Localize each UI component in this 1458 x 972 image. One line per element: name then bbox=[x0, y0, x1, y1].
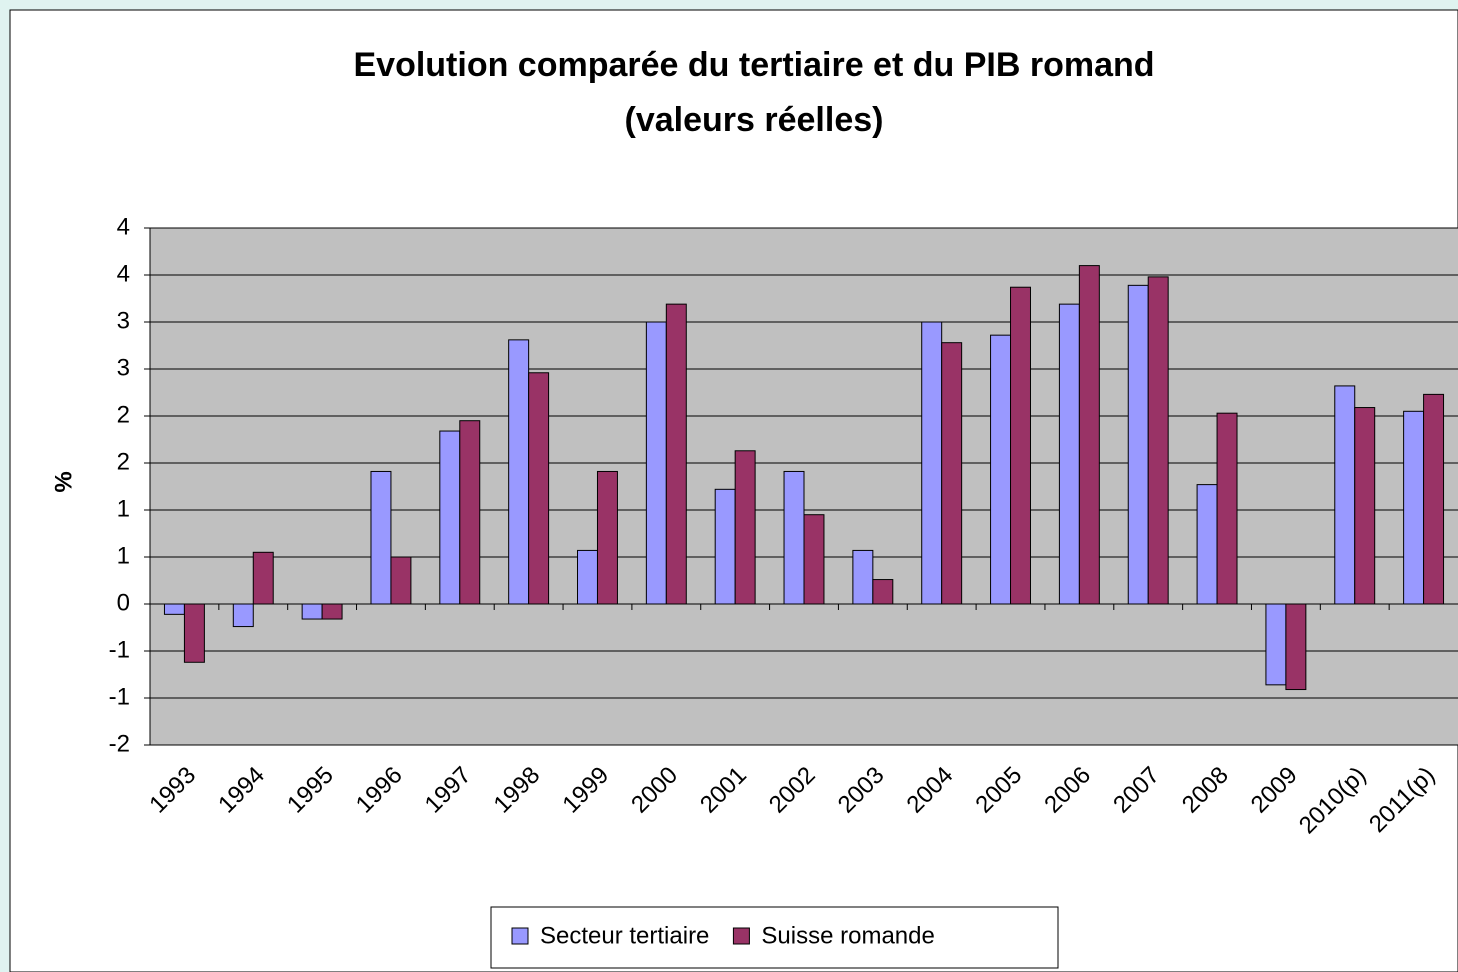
bar bbox=[1423, 393, 1445, 605]
bar bbox=[1354, 407, 1376, 605]
bar bbox=[1078, 265, 1100, 605]
bar bbox=[1216, 412, 1238, 605]
bar bbox=[577, 549, 598, 605]
y-tick-label: -1 bbox=[109, 636, 130, 663]
y-tick-label: 4 bbox=[117, 260, 130, 287]
y-tick-label: 3 bbox=[117, 354, 130, 381]
legend-label: Suisse romande bbox=[761, 922, 934, 949]
bar bbox=[390, 556, 412, 605]
bar bbox=[1285, 603, 1307, 691]
bar bbox=[714, 488, 736, 605]
bar bbox=[872, 579, 894, 605]
bar bbox=[1127, 284, 1149, 605]
chart-title: Evolution comparée du tertiaire et du PI… bbox=[353, 46, 1154, 84]
bar bbox=[921, 321, 943, 605]
bar bbox=[1265, 603, 1287, 686]
bar bbox=[1058, 303, 1080, 605]
bar bbox=[852, 549, 874, 605]
bar bbox=[1196, 484, 1218, 605]
legend-label: Secteur tertiaire bbox=[540, 922, 709, 949]
y-tick-label: 4 bbox=[117, 213, 130, 240]
bar bbox=[645, 321, 667, 605]
legend-box bbox=[490, 906, 1059, 969]
legend-swatch bbox=[511, 927, 529, 945]
y-tick-label: 2 bbox=[117, 448, 130, 475]
bar bbox=[1010, 286, 1031, 605]
bar bbox=[1334, 385, 1356, 605]
bar bbox=[1147, 276, 1169, 605]
bar bbox=[183, 603, 205, 663]
chart-subtitle: (valeurs réelles) bbox=[625, 101, 884, 139]
bar bbox=[941, 342, 963, 605]
bar bbox=[803, 514, 825, 605]
bar bbox=[528, 372, 550, 605]
bar bbox=[1403, 410, 1425, 605]
bar bbox=[232, 603, 254, 628]
bar bbox=[990, 334, 1012, 605]
bar bbox=[370, 470, 392, 605]
bar bbox=[734, 450, 756, 605]
bar bbox=[439, 430, 461, 605]
y-tick-label: -1 bbox=[109, 683, 130, 710]
y-tick-label: 1 bbox=[117, 542, 130, 569]
bar bbox=[301, 603, 323, 620]
bar bbox=[321, 603, 343, 620]
y-tick-label: 3 bbox=[117, 307, 130, 334]
y-tick-label: 0 bbox=[117, 589, 130, 616]
bar bbox=[459, 420, 481, 605]
y-tick-label: -2 bbox=[109, 730, 130, 757]
bar bbox=[163, 603, 185, 615]
bar bbox=[508, 339, 530, 605]
bar bbox=[596, 470, 618, 605]
y-tick-label: 1 bbox=[117, 495, 130, 522]
y-tick-label: 2 bbox=[117, 401, 130, 428]
bar bbox=[783, 470, 805, 605]
y-axis-label: % bbox=[50, 471, 77, 492]
bar bbox=[252, 551, 274, 605]
bar bbox=[665, 303, 687, 605]
legend-swatch bbox=[732, 927, 750, 945]
